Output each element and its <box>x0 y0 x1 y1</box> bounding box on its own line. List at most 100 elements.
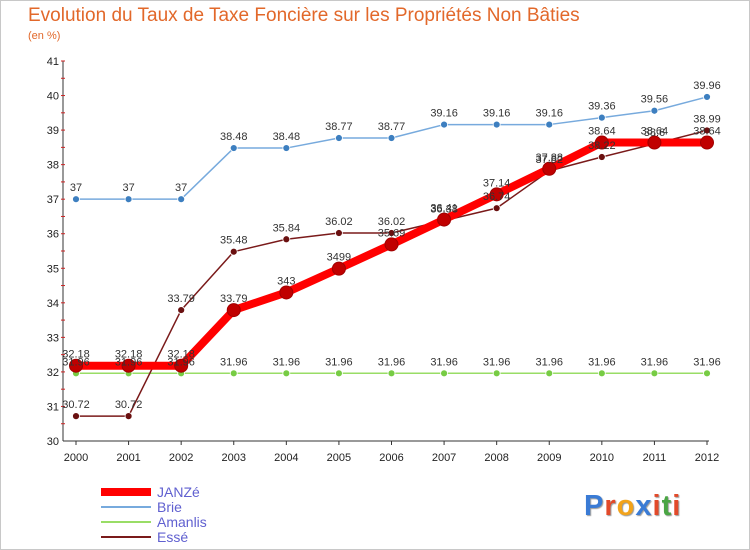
point-ess <box>177 306 186 314</box>
point-ess <box>282 235 291 244</box>
label-brie: 39.16 <box>483 108 511 120</box>
label-ess: 37.82 <box>535 154 563 166</box>
point-janz <box>226 303 241 318</box>
label-brie: 38.48 <box>220 131 248 143</box>
logo-letter: o <box>616 490 636 522</box>
label-amanlis: 31.96 <box>693 356 721 368</box>
y-tick-label: 33 <box>47 332 59 344</box>
legend-item-brie: Brie <box>101 500 281 515</box>
logo-letter: t <box>661 490 673 522</box>
label-ess: 38.22 <box>588 140 616 152</box>
unit-label: (en %) <box>28 30 61 42</box>
label-ess: 30.72 <box>62 399 90 411</box>
y-tick-label: 41 <box>47 56 59 68</box>
point-janz <box>489 187 504 202</box>
label-ess: 36.74 <box>483 191 511 203</box>
label-brie: 39.96 <box>693 80 721 92</box>
axes: 30 31 32 33 34 35 36 37 38 39 40 41 2000 2001 2002 2003… <box>47 56 719 464</box>
point-amanlis <box>703 369 711 378</box>
x-tick-label: 2007 <box>432 452 456 464</box>
label-amanlis: 31.96 <box>535 356 563 368</box>
label-ess: 30.72 <box>115 399 143 411</box>
point-amanlis <box>440 369 448 378</box>
label-brie: 39.16 <box>535 108 563 120</box>
y-tick-label: 40 <box>47 91 59 103</box>
x-tick-label: 2006 <box>379 452 403 464</box>
label-janz: 37.88 <box>535 152 563 164</box>
label-janz: 33.79 <box>220 293 248 305</box>
label-ess: 36.38 <box>430 204 458 216</box>
point-amanlis <box>650 369 659 378</box>
point-brie <box>335 134 343 142</box>
y-tick-label: 35 <box>47 263 59 275</box>
point-amanlis <box>545 369 554 378</box>
label-brie: 38.48 <box>273 131 301 143</box>
label-brie: 37 <box>175 182 187 194</box>
label-amanlis: 31.96 <box>641 356 669 368</box>
legend-label-esse: Essé <box>157 529 189 545</box>
legend-swatch-amanlis <box>101 521 151 523</box>
point-ess <box>492 204 501 213</box>
logo-letter: i <box>672 490 682 522</box>
point-brie <box>177 195 186 204</box>
logo-letter: i <box>652 490 662 522</box>
label-amanlis: 31.96 <box>483 356 511 368</box>
label-janz: 38.64 <box>588 126 616 138</box>
label-brie: 37 <box>70 182 82 194</box>
y-tick-label: 37 <box>47 194 59 206</box>
label-amanlis: 31.96 <box>273 356 301 368</box>
label-janz: 32.18 <box>115 349 143 361</box>
x-tick-label: 2004 <box>274 452 298 464</box>
y-tick-label: 34 <box>47 298 59 310</box>
point-brie <box>282 144 291 152</box>
point-brie <box>387 134 396 142</box>
point-ess <box>387 229 396 237</box>
point-brie <box>650 106 659 115</box>
label-brie: 37 <box>122 182 134 194</box>
label-janz: 343 <box>277 275 295 287</box>
label-amanlis: 31.96 <box>325 356 353 368</box>
point-amanlis <box>282 369 291 378</box>
label-janz: 35.69 <box>378 227 406 239</box>
y-tick-label: 31 <box>47 401 59 413</box>
x-tick-label: 2003 <box>222 452 246 464</box>
point-ess <box>72 412 80 421</box>
label-amanlis: 31.96 <box>115 356 143 368</box>
legend-label-janze: JANZé <box>157 484 200 500</box>
point-ess <box>124 412 133 421</box>
label-janz: 32.18 <box>62 349 90 361</box>
point-amanlis <box>492 369 501 378</box>
x-tick-label: 2011 <box>643 452 667 464</box>
y-tick-label: 39 <box>47 125 59 137</box>
point-janz <box>69 358 83 373</box>
legend-label-brie: Brie <box>157 499 182 515</box>
label-amanlis: 31.96 <box>430 356 458 368</box>
point-brie <box>72 195 80 204</box>
label-brie: 39.36 <box>588 101 616 113</box>
point-ess <box>703 126 711 135</box>
label-janz: 32.18 <box>167 349 195 361</box>
x-tick-label: 2002 <box>169 452 193 464</box>
x-tick-label: 2010 <box>590 452 614 464</box>
y-tick-label: 38 <box>47 160 59 172</box>
legend-item-janze: JANZé <box>101 485 281 500</box>
x-tick-label: 2008 <box>484 452 508 464</box>
legend-swatch-janze <box>101 488 151 496</box>
point-janz <box>594 135 609 150</box>
point-amanlis <box>335 369 343 378</box>
label-janz: 36.41 <box>430 203 458 215</box>
x-tick-label: 2001 <box>116 452 140 464</box>
point-janz <box>700 135 714 150</box>
x-tick-label: 2012 <box>695 452 719 464</box>
point-janz <box>437 212 452 227</box>
label-brie: 38.77 <box>378 121 406 133</box>
point-janz <box>121 358 136 373</box>
point-ess <box>229 247 238 256</box>
y-tick-label: 32 <box>47 367 59 379</box>
data-labels: 31.96 31.96 31.96 31.96 31.96 31.96 31.96 31.96… <box>62 80 721 411</box>
point-janz <box>647 135 662 150</box>
point-amanlis <box>229 369 238 378</box>
label-brie: 39.16 <box>430 108 458 120</box>
point-janz <box>279 285 294 300</box>
